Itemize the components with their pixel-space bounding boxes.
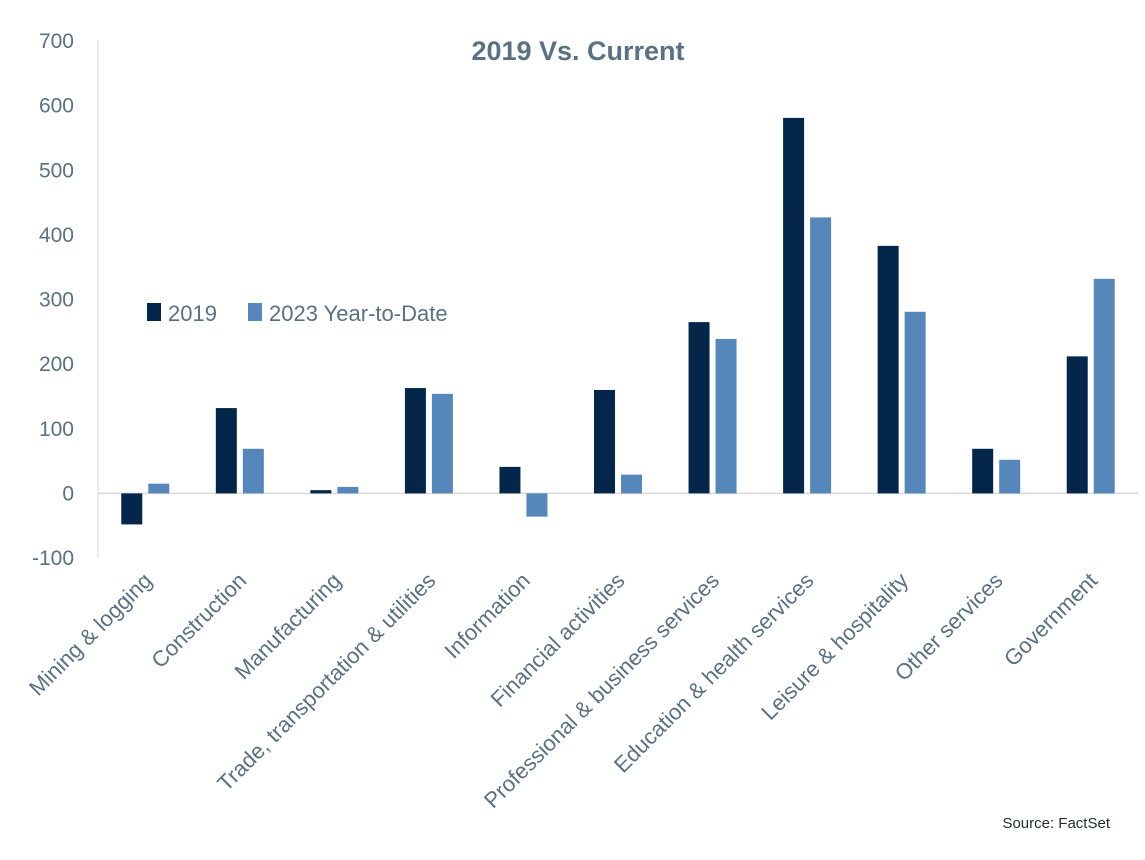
y-tick-label: 500	[39, 159, 74, 182]
y-tick-label: 300	[39, 289, 74, 312]
bar-2023-ytd	[1093, 278, 1115, 494]
bar-2023-ytd	[999, 459, 1021, 494]
bar-2019	[783, 117, 805, 494]
bar-2019	[1066, 356, 1088, 494]
y-tick-label: 700	[39, 30, 74, 53]
y-axis-ticks: -100 0 100 200 300 400 500 600 700	[32, 30, 74, 570]
bar-2023-ytd	[621, 474, 642, 494]
y-tick-label: 0	[62, 482, 74, 505]
bar-2023-ytd	[431, 393, 453, 494]
bar-2019	[310, 490, 332, 494]
bars	[121, 117, 1115, 525]
bar-2023-ytd	[148, 483, 170, 494]
bar-2019	[594, 389, 615, 494]
x-tick-label: Information	[439, 568, 535, 664]
y-tick-label: 400	[39, 224, 74, 247]
x-tick-label: Government	[999, 568, 1102, 671]
chart-title: 2019 Vs. Current	[471, 36, 684, 66]
y-tick-label: 600	[39, 95, 74, 118]
x-tick-label: Education & health services	[609, 568, 819, 778]
bar-2019	[877, 245, 899, 494]
x-tick-label: Mining & logging	[24, 568, 157, 701]
x-axis-ticks: Mining & loggingConstructionManufacturin…	[24, 568, 1102, 813]
bar-2023-ytd	[810, 217, 832, 494]
source-note: Source: FactSet	[1002, 815, 1110, 832]
bar-2019	[499, 466, 521, 494]
bar-2023-ytd	[904, 311, 926, 494]
y-tick-label: 100	[39, 418, 74, 441]
bar-2023-ytd	[337, 486, 359, 494]
bar-2019	[215, 408, 237, 494]
legend-swatch-2023-ytd	[248, 303, 262, 321]
y-tick-label: -100	[32, 547, 74, 570]
legend-label-2019: 2019	[168, 301, 217, 326]
bar-2019	[121, 493, 143, 525]
legend-swatch-2019	[147, 303, 161, 321]
bar-2019	[404, 388, 426, 494]
legend-label-2023-ytd: 2023 Year-to-Date	[269, 301, 448, 326]
bar-2023-ytd	[242, 448, 264, 494]
x-tick-label: Construction	[146, 568, 251, 673]
legend: 2019 2023 Year-to-Date	[147, 301, 448, 326]
bar-2023-ytd	[526, 493, 548, 517]
bar-2023-ytd	[715, 338, 737, 494]
bar-2019	[688, 322, 710, 494]
bar-2019	[972, 448, 994, 494]
y-tick-label: 200	[39, 353, 74, 376]
